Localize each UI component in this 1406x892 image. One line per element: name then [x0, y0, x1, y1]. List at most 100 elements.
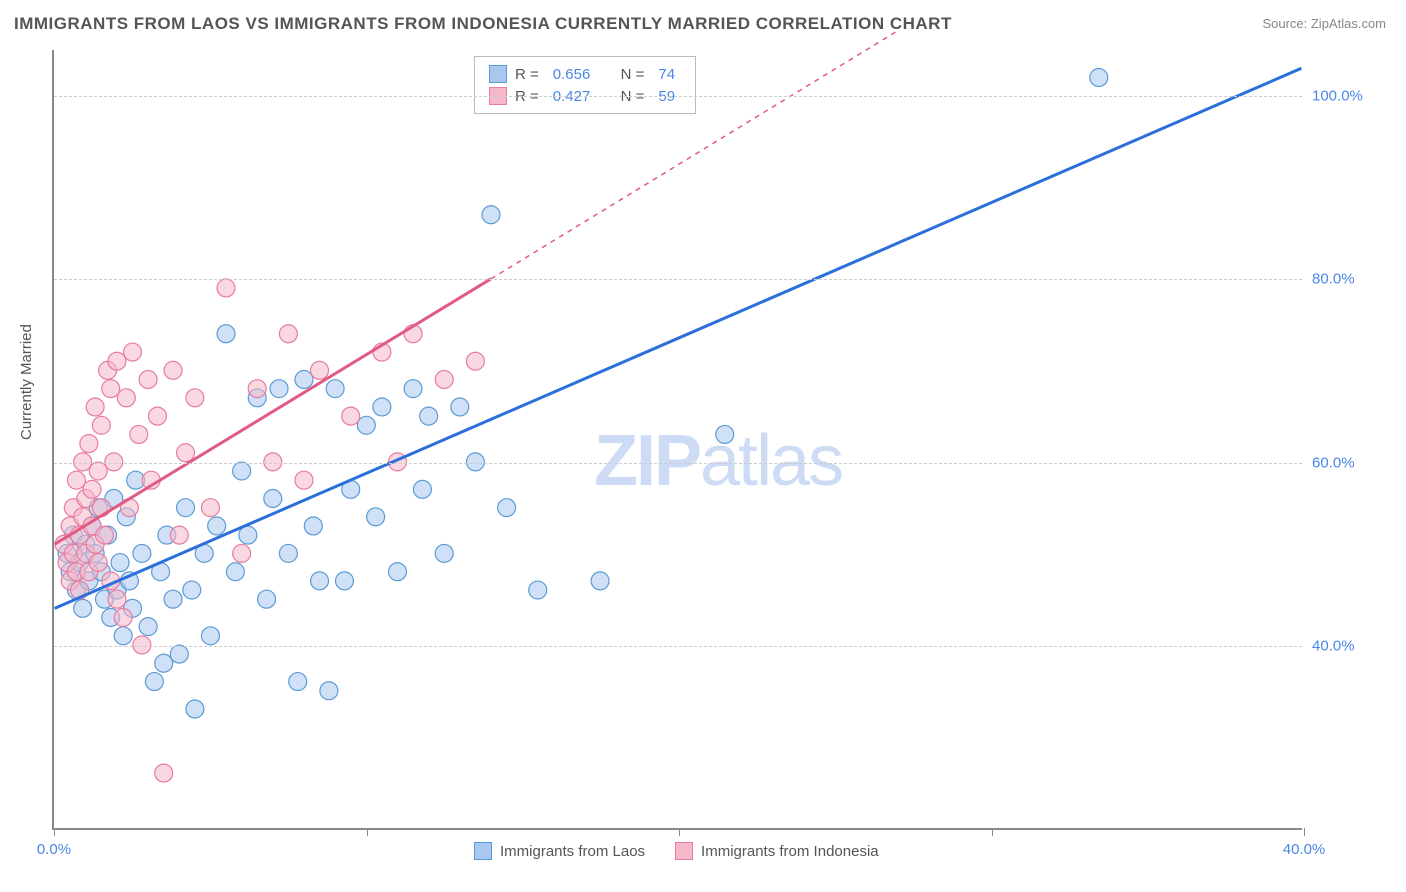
data-point — [114, 609, 132, 627]
data-point — [716, 425, 734, 443]
chart-title: IMMIGRANTS FROM LAOS VS IMMIGRANTS FROM … — [14, 14, 952, 34]
data-point — [133, 636, 151, 654]
data-point — [289, 673, 307, 691]
data-point — [108, 352, 126, 370]
r-value: 0.656 — [553, 66, 591, 83]
data-point — [92, 499, 110, 517]
data-point — [420, 407, 438, 425]
data-point — [170, 645, 188, 663]
scatter-svg — [54, 50, 1302, 828]
x-tick-mark — [992, 828, 993, 836]
data-point — [139, 371, 157, 389]
data-point — [74, 599, 92, 617]
data-point — [342, 407, 360, 425]
data-point — [435, 371, 453, 389]
correlation-legend: R =0.656 N =74R =0.427 N =59 — [474, 56, 696, 114]
data-point — [92, 416, 110, 434]
data-point — [80, 435, 98, 453]
data-point — [279, 325, 297, 343]
data-point — [183, 581, 201, 599]
data-point — [388, 563, 406, 581]
data-point — [111, 554, 129, 572]
x-tick-mark — [367, 828, 368, 836]
data-point — [311, 361, 329, 379]
data-point — [217, 279, 235, 297]
data-point — [466, 453, 484, 471]
data-point — [186, 700, 204, 718]
r-label: R = — [515, 66, 539, 83]
data-point — [498, 499, 516, 517]
data-point — [177, 499, 195, 517]
y-tick-label: 60.0% — [1312, 454, 1382, 471]
data-point — [130, 425, 148, 443]
data-point — [117, 389, 135, 407]
data-point — [186, 389, 204, 407]
data-point — [304, 517, 322, 535]
data-point — [89, 554, 107, 572]
data-point — [74, 453, 92, 471]
data-point — [258, 590, 276, 608]
data-point — [295, 471, 313, 489]
data-point — [270, 380, 288, 398]
data-point — [451, 398, 469, 416]
data-point — [95, 526, 113, 544]
chart-container: IMMIGRANTS FROM LAOS VS IMMIGRANTS FROM … — [0, 0, 1406, 892]
x-tick-mark — [1304, 828, 1305, 836]
data-point — [591, 572, 609, 590]
legend-item: Immigrants from Indonesia — [675, 842, 879, 860]
data-point — [248, 380, 266, 398]
y-tick-label: 100.0% — [1312, 87, 1382, 104]
data-point — [326, 380, 344, 398]
data-point — [139, 618, 157, 636]
series-name: Immigrants from Indonesia — [701, 843, 879, 860]
data-point — [145, 673, 163, 691]
legend-row: R =0.656 N =74 — [489, 63, 681, 85]
data-point — [336, 572, 354, 590]
data-point — [233, 462, 251, 480]
source-label: Source: ZipAtlas.com — [1262, 16, 1386, 31]
n-label: N = — [621, 66, 645, 83]
plot-area: ZIPatlas R =0.656 N =74R =0.427 N =59 Im… — [52, 50, 1302, 830]
data-point — [170, 526, 188, 544]
gridline — [54, 463, 1302, 464]
data-point — [114, 627, 132, 645]
data-point — [102, 380, 120, 398]
data-point — [295, 371, 313, 389]
gridline — [54, 279, 1302, 280]
data-point — [177, 444, 195, 462]
legend-item: Immigrants from Laos — [474, 842, 645, 860]
data-point — [86, 398, 104, 416]
data-point — [148, 407, 166, 425]
data-point — [201, 499, 219, 517]
series-name: Immigrants from Laos — [500, 843, 645, 860]
data-point — [367, 508, 385, 526]
data-point — [404, 380, 422, 398]
gridline — [54, 96, 1302, 97]
data-point — [482, 206, 500, 224]
data-point — [264, 490, 282, 508]
data-point — [83, 480, 101, 498]
data-point — [233, 544, 251, 562]
data-point — [373, 398, 391, 416]
data-point — [529, 581, 547, 599]
data-point — [124, 343, 142, 361]
data-point — [357, 416, 375, 434]
legend-swatch — [489, 65, 507, 83]
gridline — [54, 646, 1302, 647]
data-point — [201, 627, 219, 645]
data-point — [226, 563, 244, 581]
data-point — [133, 544, 151, 562]
data-point — [164, 361, 182, 379]
data-point — [1090, 68, 1108, 86]
data-point — [67, 471, 85, 489]
data-point — [108, 590, 126, 608]
data-point — [320, 682, 338, 700]
data-point — [311, 572, 329, 590]
data-point — [155, 654, 173, 672]
x-tick-mark — [54, 828, 55, 836]
data-point — [413, 480, 431, 498]
trend-line — [55, 68, 1302, 608]
data-point — [466, 352, 484, 370]
data-point — [164, 590, 182, 608]
x-tick-mark — [679, 828, 680, 836]
